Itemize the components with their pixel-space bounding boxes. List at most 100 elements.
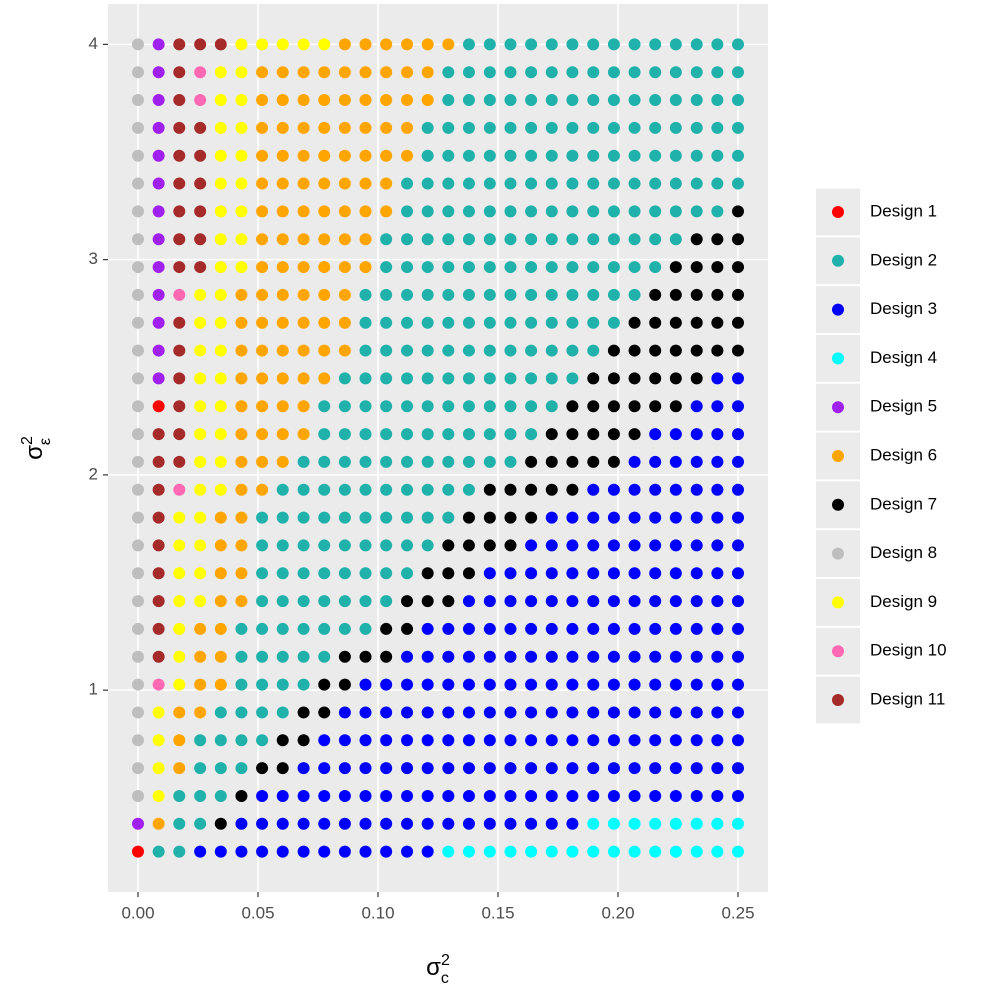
point: [297, 595, 310, 608]
x-tick-label: 0.15: [481, 903, 514, 922]
point: [669, 316, 682, 329]
point: [276, 66, 289, 79]
point: [421, 372, 434, 385]
point: [669, 428, 682, 441]
point: [483, 428, 496, 441]
point: [649, 316, 662, 329]
point: [628, 845, 641, 858]
axes: 0.00 0.05 0.10 0.15 0.20 0.25 1 2 3 4: [89, 34, 755, 923]
point: [318, 483, 331, 496]
point: [711, 428, 724, 441]
point: [504, 400, 517, 413]
point: [607, 845, 620, 858]
point: [152, 94, 165, 107]
point: [545, 121, 558, 134]
point: [711, 177, 724, 190]
point: [483, 177, 496, 190]
point: [256, 400, 269, 413]
y-tick-label: 4: [89, 34, 98, 53]
point: [235, 706, 248, 719]
point: [132, 316, 144, 329]
point: [607, 94, 620, 107]
legend-label: Design 4: [870, 348, 937, 367]
point: [483, 539, 496, 552]
point: [711, 483, 724, 496]
point: [690, 845, 703, 858]
point: [214, 817, 227, 830]
point: [194, 567, 207, 580]
point: [235, 483, 248, 496]
point: [732, 66, 744, 79]
point: [607, 233, 620, 246]
point: [152, 595, 165, 608]
point: [359, 539, 372, 552]
point: [545, 177, 558, 190]
point: [194, 595, 207, 608]
point: [152, 205, 165, 218]
point: [732, 762, 744, 775]
x-tick-label: 0.10: [361, 903, 394, 922]
point: [235, 233, 248, 246]
point: [566, 483, 579, 496]
point: [607, 372, 620, 385]
point: [732, 344, 744, 357]
point: [214, 400, 227, 413]
point: [545, 567, 558, 580]
point: [276, 539, 289, 552]
point: [628, 817, 641, 830]
point: [214, 595, 227, 608]
point: [421, 817, 434, 830]
point: [256, 288, 269, 301]
point: [214, 261, 227, 274]
point: [173, 344, 186, 357]
point: [607, 38, 620, 51]
point: [276, 511, 289, 524]
point: [566, 344, 579, 357]
point: [483, 455, 496, 468]
point: [173, 483, 186, 496]
point: [380, 177, 393, 190]
point: [690, 789, 703, 802]
point: [401, 595, 414, 608]
point: [649, 650, 662, 663]
point: [297, 261, 310, 274]
point: [359, 595, 372, 608]
point: [504, 121, 517, 134]
point: [297, 428, 310, 441]
point: [421, 177, 434, 190]
point: [194, 455, 207, 468]
point: [297, 344, 310, 357]
point: [711, 344, 724, 357]
point: [194, 483, 207, 496]
point: [132, 38, 144, 51]
point: [525, 400, 538, 413]
point: [194, 288, 207, 301]
point: [545, 845, 558, 858]
point: [276, 789, 289, 802]
point: [194, 817, 207, 830]
point: [421, 288, 434, 301]
point: [504, 845, 517, 858]
point: [566, 288, 579, 301]
point: [401, 428, 414, 441]
point: [132, 678, 144, 691]
point: [194, 734, 207, 747]
point: [462, 650, 475, 663]
point: [152, 261, 165, 274]
point: [235, 344, 248, 357]
point: [401, 121, 414, 134]
point: [690, 706, 703, 719]
point: [669, 372, 682, 385]
point: [152, 66, 165, 79]
point: [690, 344, 703, 357]
point: [214, 706, 227, 719]
point: [504, 706, 517, 719]
point: [421, 121, 434, 134]
point: [732, 650, 744, 663]
point: [194, 650, 207, 663]
point: [235, 539, 248, 552]
point: [214, 205, 227, 218]
point: [380, 483, 393, 496]
point: [359, 288, 372, 301]
point: [690, 762, 703, 775]
